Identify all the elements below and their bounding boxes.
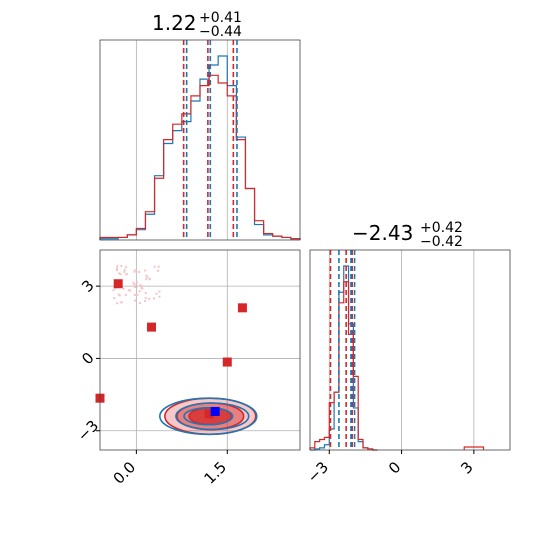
joint-faint-sample xyxy=(122,287,125,290)
hist-y-red-series xyxy=(309,281,378,451)
hist-x-title-plus: +0.41 xyxy=(199,10,242,26)
hist-y-x-tick-label: 0 xyxy=(385,458,404,477)
joint-y-tick-label: 3 xyxy=(78,276,97,295)
joint-x-tick-label: 1.5 xyxy=(201,458,231,488)
joint-faint-sample xyxy=(125,266,128,269)
joint-faint-sample xyxy=(157,269,160,272)
joint-faint-sample xyxy=(145,278,148,281)
joint-blue-contour xyxy=(183,407,234,426)
hist-y-quantile-lines xyxy=(329,250,485,450)
hist-y-x-tick-label: 3 xyxy=(457,458,476,477)
hist-y-title-plus: +0.42 xyxy=(420,220,463,236)
joint-faint-sample xyxy=(133,286,136,289)
joint-faint-sample xyxy=(124,293,127,296)
joint-faint-sample xyxy=(120,265,123,268)
joint-faint-sample xyxy=(153,297,156,300)
hist-y-frame xyxy=(309,249,511,451)
hist-x-quantile-lines xyxy=(182,40,238,240)
joint-faint-sample xyxy=(140,284,143,287)
hist-y-x-tick-label: −3 xyxy=(304,458,332,486)
joint-faint-sample xyxy=(133,299,136,302)
joint-faint-sample xyxy=(143,300,146,303)
joint-faint-sample xyxy=(134,293,137,296)
joint-faint-sample xyxy=(116,264,119,267)
joint-faint-sample xyxy=(139,302,142,305)
joint-faint-sample xyxy=(138,290,141,293)
joint-faint-sample xyxy=(127,289,130,292)
hist-y-title: −2.43 xyxy=(352,221,413,245)
joint-faint-sample xyxy=(115,267,118,270)
joint-faint-sample xyxy=(140,286,143,289)
hist-x-red-series xyxy=(99,74,301,240)
joint-faint-sample xyxy=(158,295,161,298)
joint-faint-sample xyxy=(138,270,141,273)
joint-faint-sample xyxy=(132,281,135,284)
hist-y-red-tail xyxy=(463,446,485,450)
joint-y-tick-label: −3 xyxy=(74,417,102,445)
joint-faint-sample xyxy=(133,294,136,297)
hist-x-grid xyxy=(135,40,228,240)
joint-faint-sample xyxy=(146,276,149,279)
joint-faint-sample xyxy=(118,272,121,275)
joint-scatter-point xyxy=(222,357,232,367)
joint-scatter-point xyxy=(204,409,214,419)
joint-faint-sample xyxy=(118,294,121,297)
joint-faint-sample xyxy=(158,290,161,293)
joint-faint-sample xyxy=(144,296,147,299)
joint-scatter-point xyxy=(113,279,123,289)
joint-faint-sample xyxy=(115,269,118,272)
joint-faint-sample xyxy=(112,289,115,292)
hist-y-panel: −3 0 3 −2.43 +0.42 −0.42 xyxy=(304,220,511,486)
joint-faint-sample xyxy=(141,287,144,290)
hist-x-title-minus: −0.44 xyxy=(199,24,242,40)
hist-x-frame xyxy=(99,39,301,241)
joint-faint-sample xyxy=(135,281,138,284)
joint-faint-sample xyxy=(133,283,136,286)
joint-faint-sample xyxy=(148,297,151,300)
joint-faint-sample xyxy=(129,289,132,292)
joint-faint-sample xyxy=(116,302,119,305)
joint-truth-point xyxy=(210,406,220,416)
joint-panel: 0.0 1.5 −3 0 3 xyxy=(74,249,301,488)
joint-faint-sample xyxy=(157,265,160,268)
joint-faint-sample xyxy=(123,270,126,273)
joint-faint-sample xyxy=(120,301,123,304)
joint-faint-sample xyxy=(133,270,136,273)
joint-blue-contour xyxy=(159,397,258,436)
hist-y-x-tick-labels: −3 0 3 xyxy=(304,450,477,486)
joint-scatter-point xyxy=(147,322,157,332)
joint-scatter-points xyxy=(95,264,247,419)
joint-faint-sample xyxy=(119,273,122,276)
hist-x-title: 1.22 xyxy=(152,11,197,35)
joint-faint-sample xyxy=(134,269,137,272)
joint-faint-sample xyxy=(123,268,126,271)
hist-y-title-minus: −0.42 xyxy=(420,234,463,250)
hist-x-blue-series xyxy=(99,55,301,240)
joint-faint-sample xyxy=(145,274,148,277)
joint-faint-sample xyxy=(136,293,139,296)
joint-y-tick-labels: −3 0 3 xyxy=(74,276,102,445)
hist-x-panel: 1.22 +0.41 −0.44 xyxy=(99,10,301,241)
joint-faint-sample xyxy=(155,292,158,295)
joint-faint-sample xyxy=(125,273,128,276)
joint-blue-contour xyxy=(175,402,250,431)
joint-faint-sample xyxy=(139,284,142,287)
joint-faint-sample xyxy=(148,278,151,281)
joint-faint-sample xyxy=(113,297,116,300)
joint-y-tick-label: 0 xyxy=(78,349,97,368)
joint-frame xyxy=(99,249,301,451)
joint-x-tick-labels: 0.0 1.5 xyxy=(110,450,231,488)
joint-x-tick-label: 0.0 xyxy=(110,458,140,488)
joint-faint-sample xyxy=(144,269,147,272)
joint-scatter-point xyxy=(237,303,247,313)
joint-faint-sample xyxy=(144,292,147,295)
joint-faint-sample xyxy=(153,265,156,268)
